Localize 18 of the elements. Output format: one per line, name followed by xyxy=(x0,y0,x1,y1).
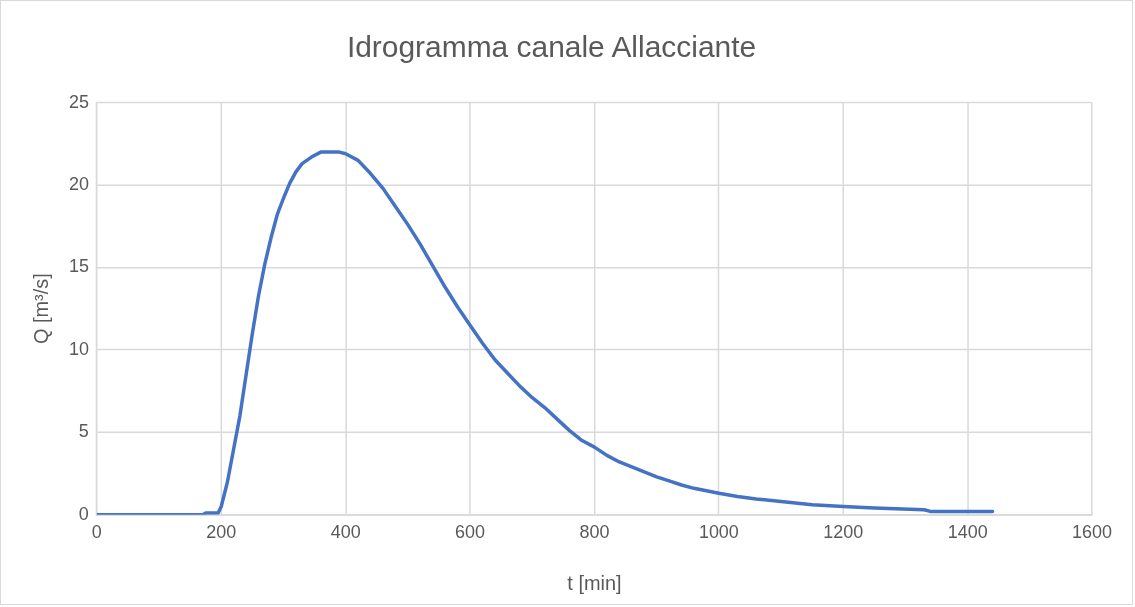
y-tick-label: 0 xyxy=(78,503,89,524)
y-tick-label: 20 xyxy=(68,174,89,195)
chart-title: Idrogramma canale Allacciante xyxy=(346,30,757,64)
y-tick-label: 10 xyxy=(68,338,89,359)
x-tick-label: 600 xyxy=(455,522,486,543)
y-tick-label: 5 xyxy=(78,421,89,442)
y-axis-title: Q [m³/s] xyxy=(30,273,53,345)
y-tick-label: 25 xyxy=(68,91,89,112)
x-tick-label: 1200 xyxy=(823,522,864,543)
x-tick-label: 200 xyxy=(206,522,237,543)
x-tick-label: 1000 xyxy=(698,522,739,543)
x-tick-label: 400 xyxy=(330,522,361,543)
x-tick-label: 800 xyxy=(579,522,610,543)
x-axis-title: t [min] xyxy=(567,571,622,594)
x-tick-label: 1400 xyxy=(947,522,988,543)
x-tick-label: 0 xyxy=(91,522,102,543)
x-tick-label: 1600 xyxy=(1072,522,1113,543)
y-tick-label: 15 xyxy=(68,256,89,277)
